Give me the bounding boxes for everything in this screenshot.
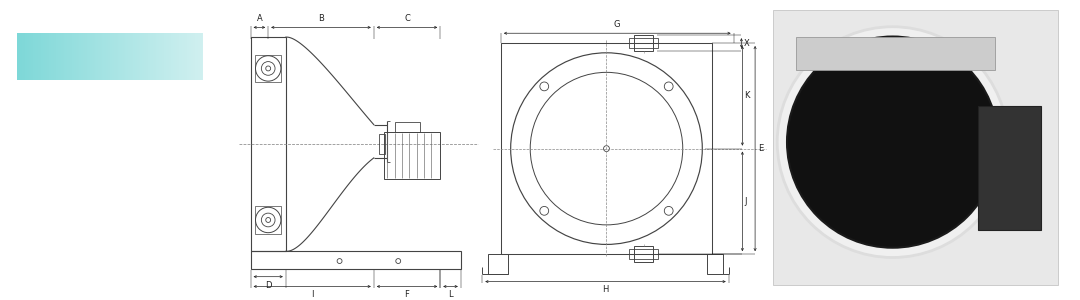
Bar bbox=[379, 134, 384, 154]
Bar bbox=[383, 133, 441, 179]
Bar bbox=[256, 55, 281, 82]
Text: FMP: FMP bbox=[87, 42, 161, 71]
Bar bbox=[395, 122, 420, 133]
Text: H: H bbox=[603, 286, 609, 295]
Text: F: F bbox=[405, 290, 409, 299]
Text: G: G bbox=[615, 20, 621, 29]
Bar bbox=[772, 10, 1058, 286]
Bar bbox=[256, 206, 281, 234]
Bar bbox=[629, 38, 659, 48]
Text: A: A bbox=[257, 14, 262, 23]
Bar bbox=[978, 106, 1041, 230]
Bar bbox=[501, 43, 712, 254]
Bar bbox=[488, 254, 508, 274]
Text: SERIE: SERIE bbox=[30, 50, 69, 63]
Bar bbox=[251, 251, 461, 269]
Text: E: E bbox=[758, 144, 764, 153]
Bar bbox=[796, 37, 996, 70]
Bar bbox=[707, 254, 723, 274]
Text: I: I bbox=[311, 290, 313, 299]
Text: B: B bbox=[318, 14, 324, 23]
Text: D: D bbox=[265, 280, 271, 290]
Text: X: X bbox=[743, 38, 750, 47]
Circle shape bbox=[778, 27, 1008, 257]
Text: C: C bbox=[404, 14, 410, 23]
Text: L: L bbox=[448, 290, 453, 299]
Text: J: J bbox=[744, 197, 747, 206]
Circle shape bbox=[787, 37, 998, 248]
Bar bbox=[634, 35, 653, 51]
Bar bbox=[634, 246, 653, 262]
Bar bbox=[251, 37, 286, 251]
Bar bbox=[629, 249, 659, 259]
Text: K: K bbox=[744, 91, 750, 100]
